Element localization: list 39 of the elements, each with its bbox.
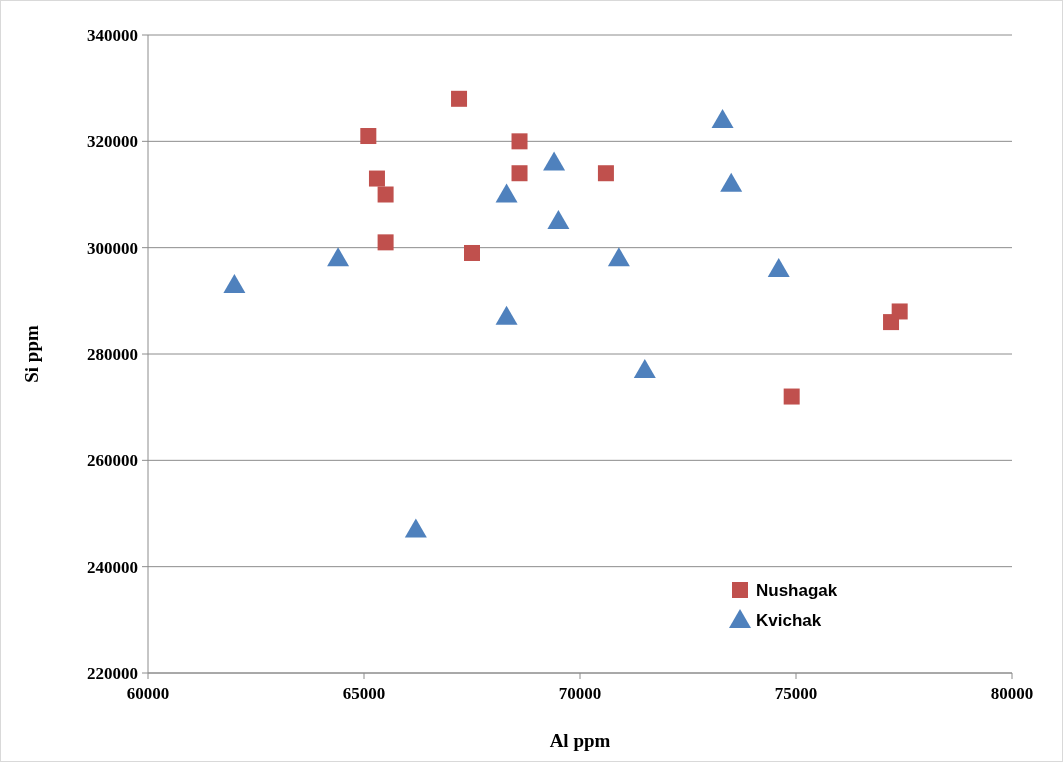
point	[891, 303, 908, 320]
point	[633, 358, 656, 378]
x-tick-label: 75000	[774, 684, 818, 703]
point	[511, 133, 528, 150]
y-tick-label: 220000	[87, 663, 138, 683]
y-tick-label: 320000	[87, 132, 138, 152]
point	[767, 257, 790, 277]
x-tick-label: 60000	[126, 684, 170, 703]
point	[223, 273, 246, 293]
point	[495, 183, 518, 203]
y-tick-label: 300000	[87, 238, 138, 258]
x-tick-label: 80000	[990, 684, 1034, 703]
legend-label: Kvichak	[756, 610, 822, 630]
x-tick-label: 70000	[558, 684, 602, 703]
point	[377, 234, 394, 251]
y-tick-label: 260000	[87, 451, 138, 471]
legend-label: Nushagak	[756, 580, 838, 600]
point	[783, 388, 800, 405]
x-tick-label: 65000	[342, 684, 386, 703]
point	[720, 172, 743, 192]
y-axis-title: Si ppm	[21, 325, 42, 383]
y-tick-label: 340000	[87, 25, 138, 45]
point	[711, 109, 734, 129]
point	[360, 128, 377, 145]
point	[547, 210, 570, 230]
y-tick-label: 240000	[87, 557, 138, 577]
point	[464, 244, 480, 261]
point	[511, 165, 528, 182]
point	[404, 518, 427, 538]
x-axis-title: Al ppm	[549, 730, 611, 751]
point	[368, 170, 385, 187]
y-tick-label: 280000	[87, 344, 138, 364]
point	[543, 151, 566, 171]
point	[597, 165, 614, 182]
point	[327, 247, 350, 267]
point	[607, 247, 630, 267]
point	[495, 305, 518, 325]
point	[377, 186, 394, 203]
point	[451, 90, 468, 107]
